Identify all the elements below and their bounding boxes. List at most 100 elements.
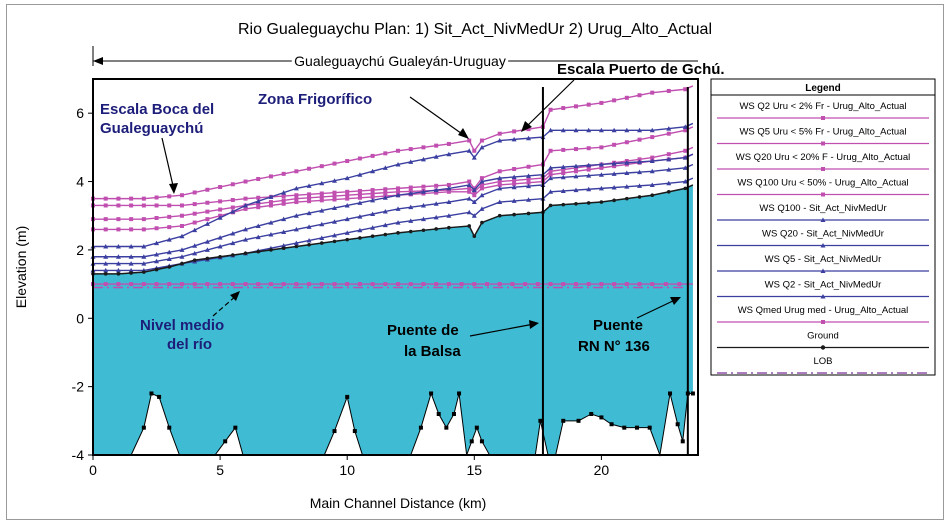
series-point	[683, 148, 688, 153]
channel-bottom-point	[429, 391, 434, 396]
series-point	[293, 185, 299, 191]
series-point	[268, 203, 273, 208]
series-point	[142, 270, 146, 274]
series-point	[192, 211, 197, 216]
series-point	[395, 161, 401, 167]
series-point	[677, 282, 682, 287]
series-point	[561, 202, 566, 207]
series-point	[682, 124, 688, 129]
series-point	[611, 161, 617, 166]
legend-item-ws-q2-uru-2-fr-urug-alto-actual: WS Q2 Uru < 2% Fr - Urug_Alto_Actual	[717, 101, 929, 120]
annotation-escala-boca-1: Escala Boca del	[100, 101, 214, 118]
series-point	[167, 265, 172, 269]
legend-label: WS Q5 - Sit_Act_NivMedUr	[765, 254, 882, 265]
series-point	[345, 196, 350, 201]
series-point	[497, 282, 502, 287]
series-point	[217, 243, 223, 249]
channel-bottom-point	[589, 411, 594, 416]
series-point	[512, 212, 516, 217]
series-point	[666, 88, 671, 93]
series-point	[561, 171, 566, 175]
series-point	[433, 187, 439, 193]
series-point	[357, 172, 363, 177]
series-point	[650, 135, 655, 140]
channel-bottom-point	[418, 425, 423, 430]
series-point	[479, 138, 484, 143]
series-point	[382, 195, 388, 200]
channel-bottom-point	[332, 429, 337, 434]
series-point	[243, 206, 248, 211]
series-point	[472, 282, 477, 287]
channel-bottom-point	[561, 418, 566, 423]
series-point	[396, 186, 401, 191]
series-point	[408, 185, 413, 190]
series-point	[471, 187, 477, 193]
series-point	[103, 272, 108, 276]
series-point	[319, 241, 324, 245]
series-point	[408, 147, 413, 152]
y-axis: -4 -2 0 2 4 6	[72, 105, 93, 463]
chart-title: Rio Gualeguaychu Plan: 1) Sit_Act_NivMed…	[238, 21, 712, 38]
series-point	[548, 189, 554, 194]
series-point	[281, 216, 287, 222]
series-point	[243, 237, 249, 242]
series-point	[281, 198, 286, 203]
y-axis-label: Elevation (m)	[13, 226, 29, 308]
series-point	[479, 192, 485, 198]
series-point	[611, 127, 617, 133]
series-point	[510, 282, 515, 287]
series-point	[421, 282, 426, 287]
series-point	[116, 203, 121, 208]
series-point	[472, 234, 477, 239]
series-point	[512, 129, 517, 134]
series-point	[467, 179, 472, 184]
series-point	[548, 148, 553, 153]
series-point	[666, 180, 672, 186]
series-point	[179, 203, 184, 208]
series-point	[472, 193, 477, 198]
series-point	[370, 282, 375, 287]
series-point	[649, 127, 655, 133]
series-point	[512, 178, 517, 183]
series-point	[511, 136, 517, 142]
channel-bottom-point	[149, 391, 154, 396]
series-line	[93, 153, 694, 231]
series-point	[649, 168, 655, 174]
series-point	[154, 282, 159, 287]
series-point	[243, 202, 249, 208]
series-point	[420, 216, 426, 222]
series-point	[344, 230, 350, 235]
legend-title: Legend	[805, 83, 841, 94]
series-point	[307, 195, 312, 200]
channel-bottom-point	[436, 411, 441, 416]
series-point	[179, 213, 184, 218]
reach-arrow	[92, 46, 698, 66]
series-point	[103, 261, 109, 266]
series-point	[586, 173, 592, 178]
annotation-escala-boca-2: Gualeguaychú	[100, 120, 203, 137]
series-point	[586, 167, 591, 172]
legend-label: WS Q100 - Sit_Act_NivMedUr	[759, 203, 886, 214]
series-point	[243, 282, 248, 287]
series-point	[526, 197, 532, 202]
series-point	[205, 200, 210, 205]
series-point	[586, 186, 592, 192]
series-point	[129, 217, 134, 222]
series-point	[345, 189, 350, 194]
series-point	[256, 176, 261, 181]
series-point	[192, 190, 197, 195]
series-point	[586, 146, 591, 151]
series-point	[479, 186, 484, 191]
series-point	[586, 282, 591, 287]
series-point	[357, 156, 362, 161]
channel-bottom-point	[233, 425, 238, 430]
series-point	[548, 165, 554, 170]
series-point	[141, 217, 146, 222]
series-point	[526, 177, 531, 182]
legend: Legend WS Q2 Uru < 2% Fr - Urug_Alto_Act…	[710, 78, 936, 376]
annotation-puente-balsa-2: la Balsa	[404, 343, 461, 360]
series-point	[192, 258, 197, 262]
legend-swatch-marker	[821, 116, 825, 120]
legend-item-lob: LOB	[717, 356, 929, 374]
series-point	[573, 163, 579, 169]
